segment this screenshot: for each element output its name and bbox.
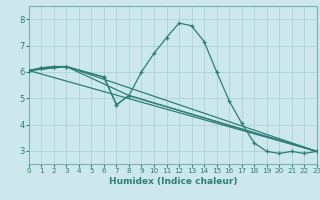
X-axis label: Humidex (Indice chaleur): Humidex (Indice chaleur) — [108, 177, 237, 186]
